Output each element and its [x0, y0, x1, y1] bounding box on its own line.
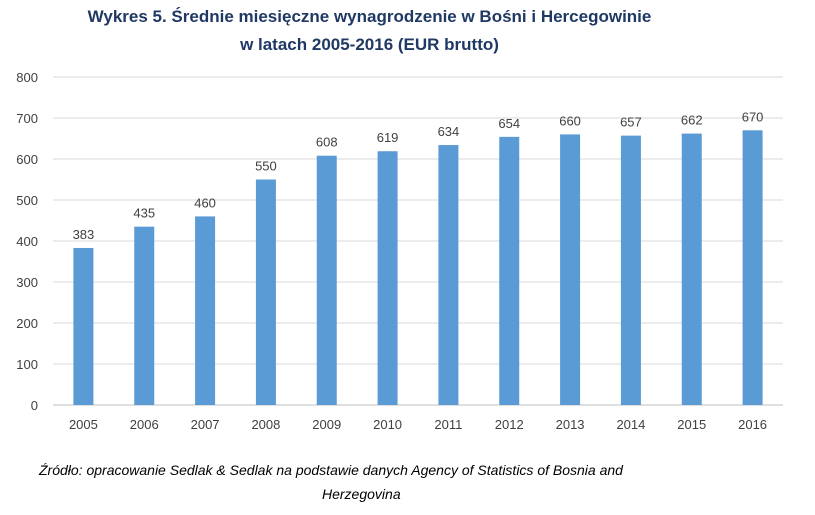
x-tick-label: 2014: [616, 417, 645, 432]
bar: [377, 151, 398, 405]
x-tick-label: 2007: [191, 417, 220, 432]
data-label: 654: [498, 116, 520, 131]
y-tick-label: 800: [16, 70, 38, 85]
bar: [255, 179, 276, 405]
y-tick-label: 500: [16, 193, 38, 208]
x-tick-label: 2008: [251, 417, 280, 432]
bar: [620, 135, 641, 405]
bar: [73, 247, 94, 405]
y-tick-label: 200: [16, 316, 38, 331]
x-tick-label: 2016: [738, 417, 767, 432]
bar-chart: 0 100 200 300 400 500 600 700 800 383 2005 435 2006 4…: [16, 70, 783, 432]
chart-title-line2: w latach 2005-2016 (EUR brutto): [240, 35, 499, 54]
x-tick-label: 2006: [130, 417, 159, 432]
bar: [134, 226, 155, 405]
data-label: 660: [559, 113, 581, 128]
data-label: 383: [73, 227, 95, 242]
data-label: 662: [681, 113, 703, 128]
source-note-line1: Źródło: opracowanie Sedlak & Sedlak na p…: [39, 462, 623, 478]
bar: [681, 133, 702, 405]
bar: [316, 155, 337, 405]
bar: [499, 136, 520, 406]
bar: [560, 134, 581, 405]
x-tick-label: 2009: [312, 417, 341, 432]
data-label: 435: [133, 206, 155, 221]
x-tick-label: 2011: [434, 417, 462, 432]
chart-title-line1: Wykres 5. Średnie miesięczne wynagrodzen…: [87, 7, 652, 26]
y-tick-label: 0: [31, 398, 38, 413]
y-tick-label: 300: [16, 275, 38, 290]
bar: [195, 216, 216, 405]
y-tick-label: 700: [16, 111, 38, 126]
bar: [742, 130, 763, 406]
x-tick-label: 2005: [69, 417, 98, 432]
data-label: 670: [742, 109, 764, 124]
data-label: 460: [194, 195, 216, 210]
data-label: 657: [620, 115, 642, 130]
y-tick-label: 600: [16, 152, 38, 167]
data-label: 608: [316, 135, 338, 150]
x-tick-label: 2015: [677, 417, 706, 432]
data-label: 619: [377, 130, 399, 145]
data-label: 550: [255, 159, 277, 174]
x-tick-label: 2010: [373, 417, 402, 432]
y-tick-label: 100: [16, 357, 38, 372]
y-tick-label: 400: [16, 234, 38, 249]
x-tick-label: 2012: [495, 417, 524, 432]
data-label: 634: [438, 124, 460, 139]
bar: [438, 145, 459, 405]
source-note-line2: Herzegovina: [322, 486, 401, 502]
x-tick-label: 2013: [556, 417, 585, 432]
